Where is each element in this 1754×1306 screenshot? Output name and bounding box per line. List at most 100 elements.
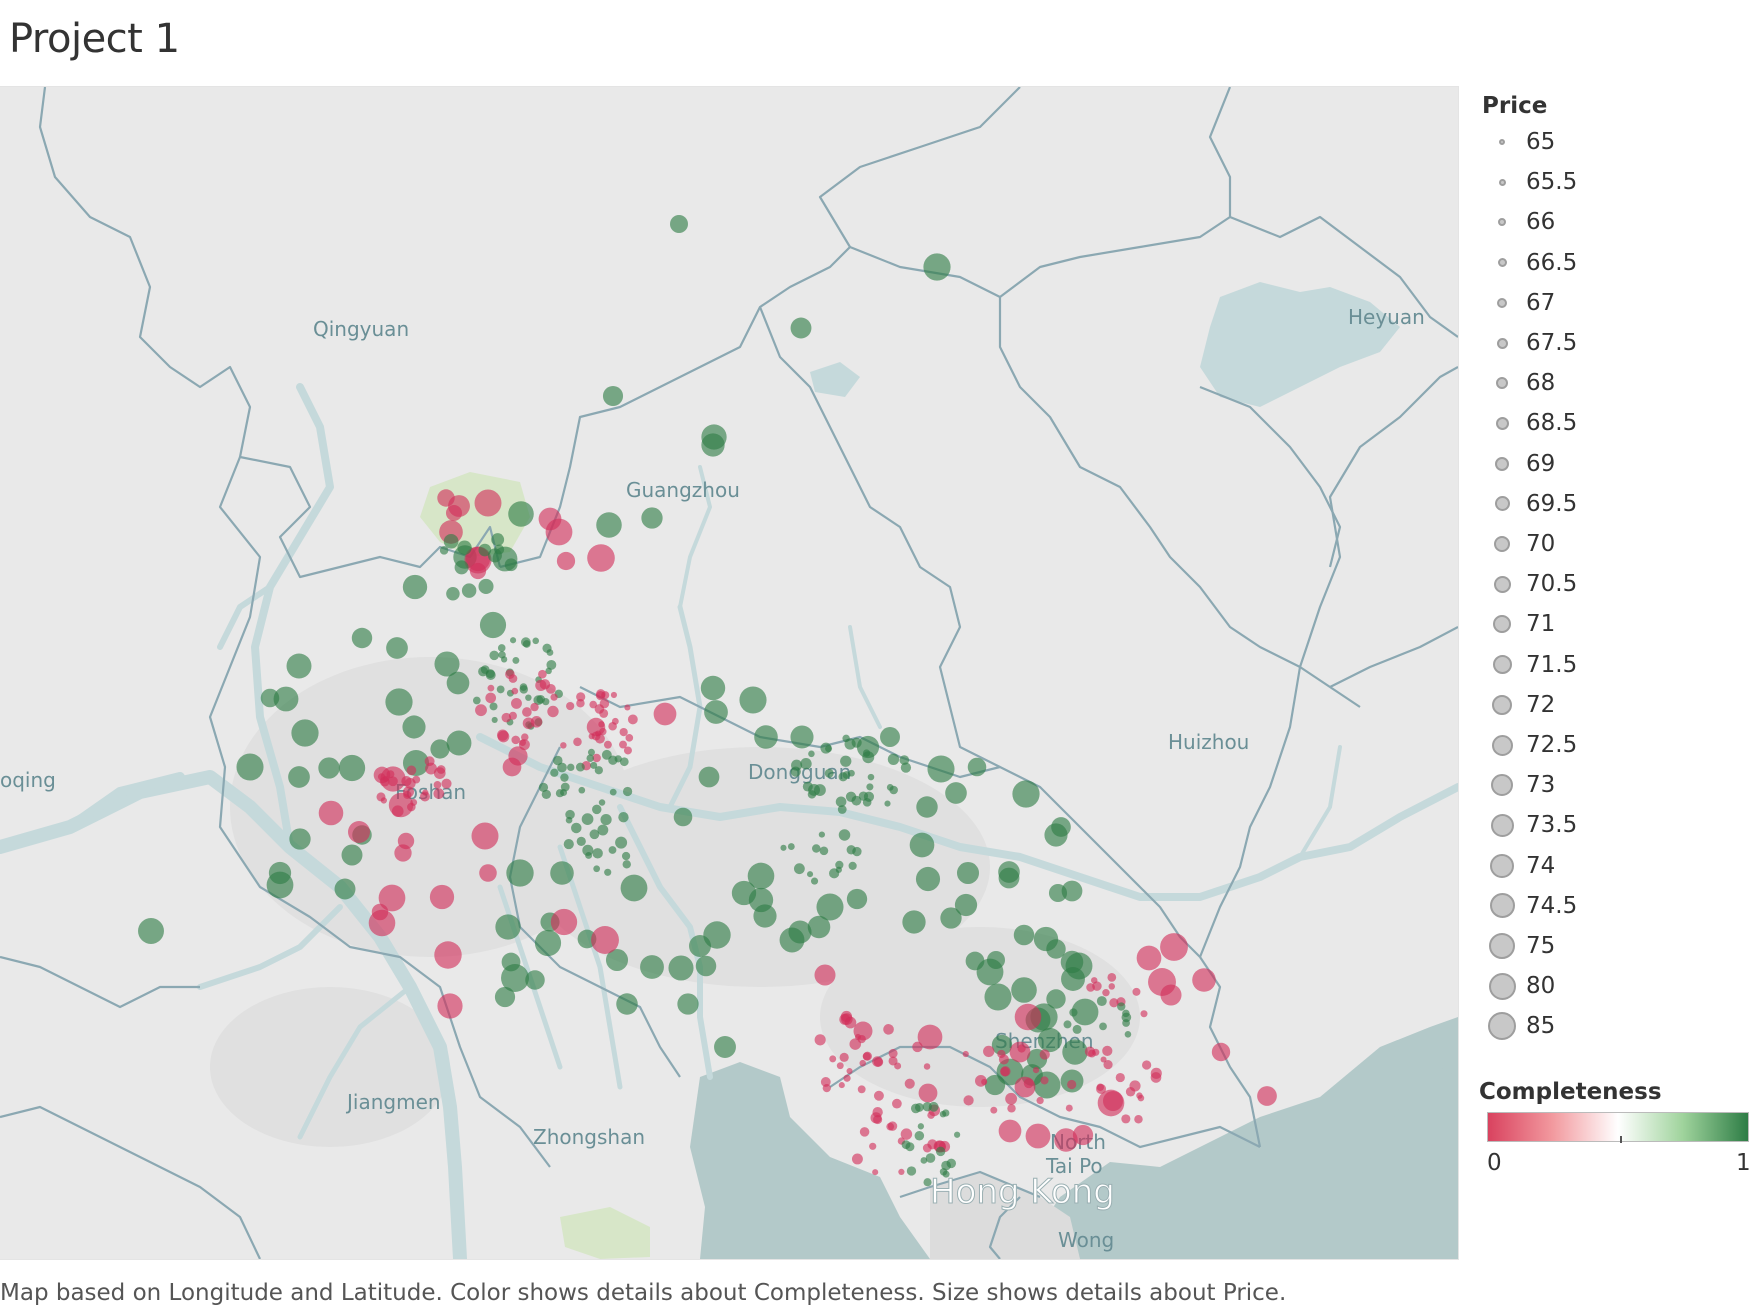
data-point[interactable] [965,951,985,971]
data-point[interactable] [822,1084,831,1093]
data-point[interactable] [443,534,459,549]
data-point[interactable] [1007,1104,1016,1113]
data-point[interactable] [576,836,586,846]
data-point[interactable] [1067,1079,1077,1090]
data-point[interactable] [935,1146,946,1157]
data-point[interactable] [1136,945,1162,971]
data-point[interactable] [592,753,601,763]
data-point[interactable] [386,770,395,779]
data-point[interactable] [598,721,605,728]
data-point[interactable] [446,671,470,695]
data-point[interactable] [912,1041,923,1053]
data-point[interactable] [619,757,629,767]
data-point[interactable] [1136,1092,1143,1099]
data-point[interactable] [1117,1002,1126,1011]
data-point[interactable] [900,1128,913,1140]
data-point[interactable] [550,908,578,936]
data-point[interactable] [962,1050,969,1058]
data-point[interactable] [998,1119,1022,1143]
data-point[interactable] [479,611,507,639]
data-point[interactable] [545,683,556,694]
data-point[interactable] [437,993,463,1019]
data-point[interactable] [567,763,575,772]
data-point[interactable] [1013,924,1035,946]
data-point[interactable] [380,797,387,804]
data-point[interactable] [807,871,814,878]
data-point[interactable] [535,679,547,692]
data-point[interactable] [1084,1046,1096,1057]
data-point[interactable] [565,809,575,820]
data-point[interactable] [873,1090,884,1101]
data-point[interactable] [888,1048,898,1058]
data-point[interactable] [553,755,563,766]
data-point[interactable] [856,735,880,759]
data-point[interactable] [404,777,416,789]
data-point[interactable] [504,558,518,572]
data-point[interactable] [582,844,594,856]
data-point[interactable] [341,844,363,866]
data-point[interactable] [511,735,521,745]
data-point[interactable] [586,754,595,762]
data-point[interactable] [984,1074,1006,1096]
data-point[interactable] [1115,1072,1125,1083]
data-point[interactable] [495,914,521,940]
data-point[interactable] [596,512,622,538]
data-point[interactable] [542,698,550,706]
data-point[interactable] [522,717,535,730]
data-point[interactable] [1092,1048,1100,1056]
data-point[interactable] [429,884,455,910]
data-point[interactable] [391,805,404,818]
data-point[interactable] [602,385,624,407]
data-point[interactable] [433,767,446,779]
data-point[interactable] [843,1074,851,1082]
data-point[interactable] [898,1168,905,1175]
data-point[interactable] [597,824,609,836]
data-point[interactable] [918,1083,938,1103]
data-point[interactable] [963,1095,974,1106]
data-point[interactable] [1054,1128,1078,1152]
data-point[interactable] [593,865,601,873]
data-point[interactable] [802,781,813,792]
data-point[interactable] [739,686,767,714]
data-point[interactable] [576,699,585,708]
data-point[interactable] [695,955,717,977]
data-point[interactable] [557,762,567,773]
data-point[interactable] [530,702,539,712]
data-point[interactable] [592,804,602,815]
data-point[interactable] [547,705,559,718]
data-point[interactable] [351,627,373,649]
data-point[interactable] [560,773,569,782]
data-point[interactable] [940,907,962,929]
data-point[interactable] [608,755,618,765]
data-point[interactable] [669,214,689,234]
data-point[interactable] [573,737,582,747]
data-point[interactable] [379,776,390,787]
data-point[interactable] [545,667,552,675]
data-point[interactable] [808,750,815,758]
data-point[interactable] [900,762,912,773]
data-point[interactable] [887,1121,898,1131]
data-point[interactable] [318,757,340,779]
data-point[interactable] [491,716,498,724]
data-point[interactable] [289,828,311,850]
data-point[interactable] [854,1033,861,1040]
data-point[interactable] [1124,1031,1132,1038]
data-point[interactable] [1108,983,1116,990]
data-point[interactable] [1100,1056,1107,1063]
data-point[interactable] [1012,780,1040,808]
data-point[interactable] [487,548,502,563]
data-point[interactable] [430,739,450,759]
data-point[interactable] [601,691,610,700]
data-point[interactable] [845,791,857,802]
data-point[interactable] [1086,983,1095,992]
map-canvas[interactable]: Qingyuan Heyuan Guangzhou Huizhou oqing … [0,87,1458,1259]
data-point[interactable] [291,719,319,747]
data-point[interactable] [779,927,805,953]
data-point[interactable] [560,742,567,749]
data-point[interactable] [810,877,819,885]
data-point[interactable] [478,578,494,594]
data-point[interactable] [927,755,955,783]
data-point[interactable] [886,783,894,791]
data-point[interactable] [550,861,574,885]
data-point[interactable] [571,822,582,834]
